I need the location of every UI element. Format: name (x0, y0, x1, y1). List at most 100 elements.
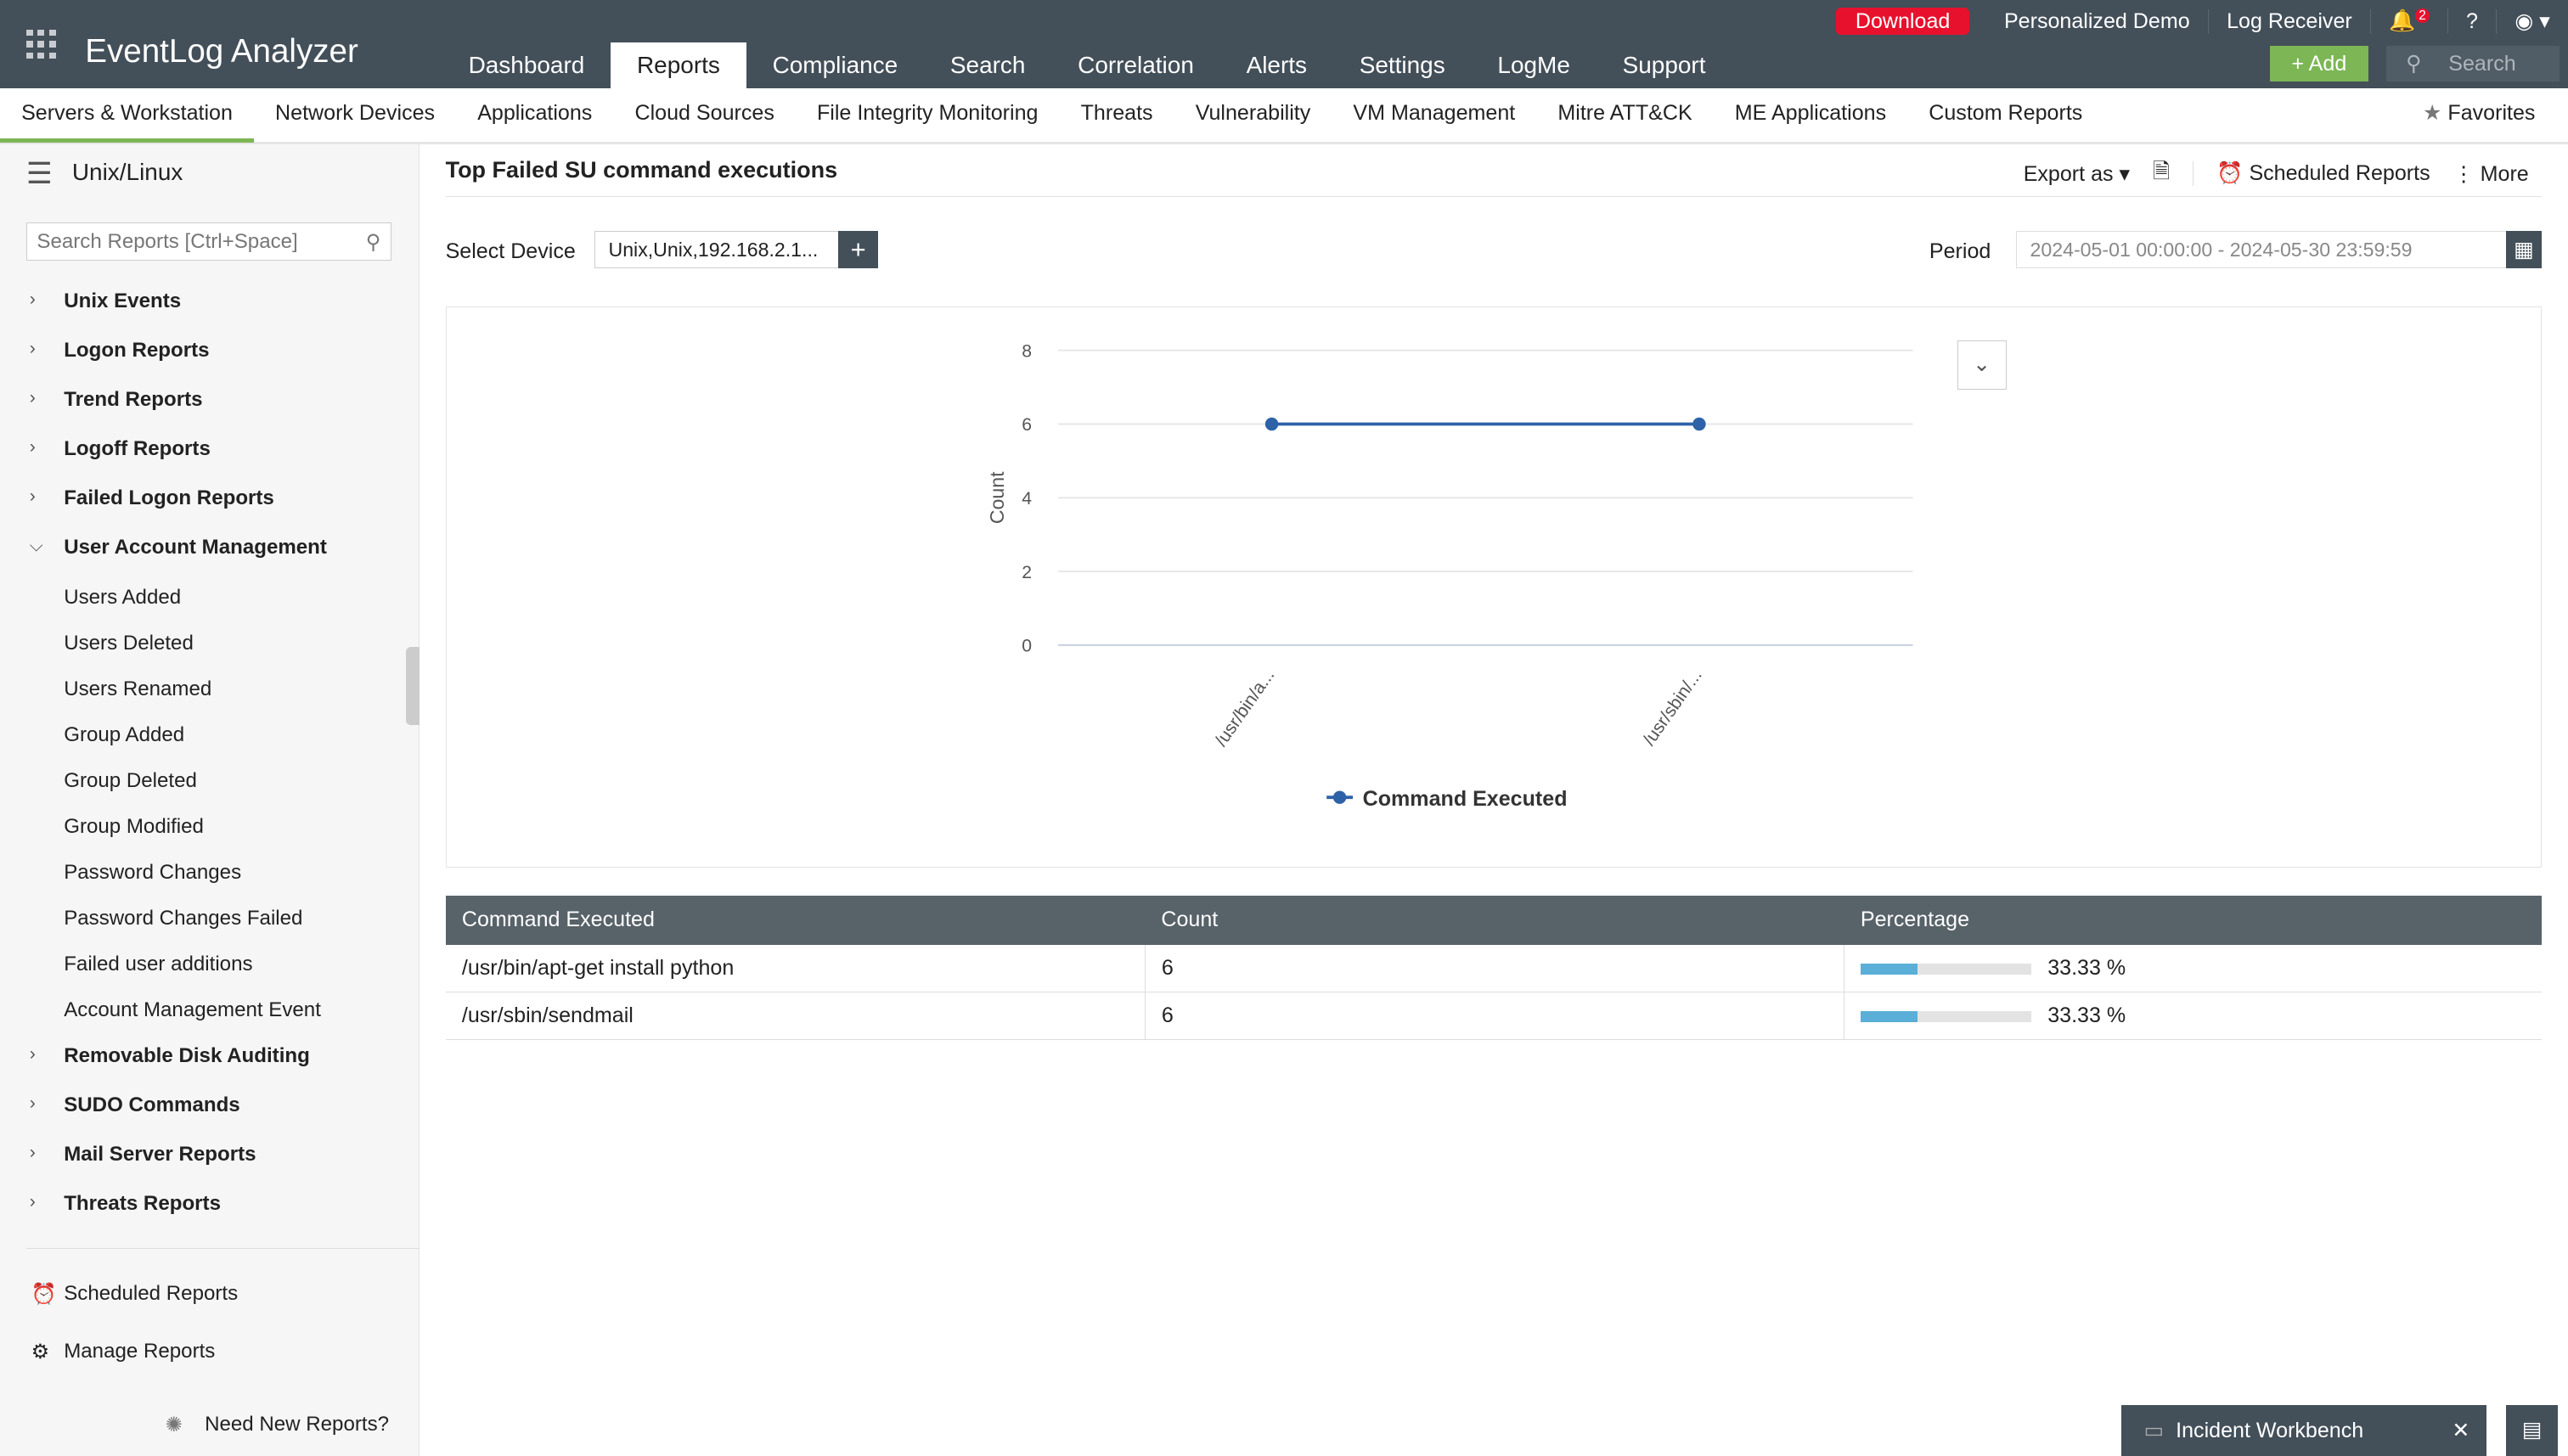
sidebar-item[interactable]: Unix Events (64, 290, 182, 313)
sidebar-title: Unix/Linux (71, 159, 183, 186)
tab-alerts[interactable]: Alerts (1246, 52, 1308, 79)
tab-dashboard[interactable]: Dashboard (468, 52, 585, 79)
favorites-button[interactable]: ★ Favorites (2402, 87, 2568, 143)
chevron-right-icon[interactable]: › (29, 1093, 36, 1114)
download-button[interactable]: Download (1835, 7, 1970, 36)
tab-search[interactable]: Search (949, 52, 1026, 79)
subnav-item[interactable]: Mitre ATT&CK (1557, 100, 1692, 125)
column-header[interactable]: Count (1145, 895, 1844, 945)
sidebar-item[interactable]: Account Management Event (64, 998, 321, 1022)
chevron-right-icon[interactable]: › (29, 1044, 36, 1065)
add-device-button[interactable]: + (838, 230, 878, 269)
tab-correlation[interactable]: Correlation (1078, 52, 1194, 79)
tab-settings[interactable]: Settings (1359, 52, 1445, 79)
global-search-input[interactable]: ⚲ Search (2385, 46, 2560, 82)
sidebar-item[interactable]: Trend Reports (64, 388, 203, 412)
log-receiver-link[interactable]: Log Receiver (2209, 8, 2371, 34)
chevron-right-icon[interactable]: › (29, 1192, 36, 1211)
label: Manage Reports (64, 1339, 216, 1363)
logo: EventLog Analyzer (85, 32, 358, 70)
chat-icon[interactable]: ▤ (2505, 1404, 2559, 1456)
percentage-bar (1861, 963, 2031, 975)
personalized-demo-link[interactable]: Personalized Demo (1986, 8, 2209, 34)
select-device-label: Select Device (445, 239, 576, 263)
subnav-item[interactable]: VM Management (1353, 100, 1516, 125)
column-header[interactable]: Percentage (1844, 895, 2543, 945)
sidebar-item[interactable]: Failed user additions (64, 953, 253, 976)
subnav-item[interactable]: Cloud Sources (634, 100, 774, 125)
sidebar-item[interactable]: SUDO Commands (64, 1093, 240, 1117)
subnav-item[interactable]: ME Applications (1734, 100, 1887, 125)
sidebar-item[interactable]: Removable Disk Auditing (64, 1044, 310, 1068)
chevron-right-icon[interactable]: › (29, 388, 36, 408)
close-icon[interactable]: ✕ (2452, 1419, 2470, 1443)
sidebar-item[interactable]: Mail Server Reports (64, 1143, 256, 1166)
subnav-item[interactable]: Custom Reports (1929, 100, 2083, 125)
subnav-item[interactable]: File Integrity Monitoring (816, 100, 1039, 125)
subnav-item[interactable]: Threats (1080, 100, 1153, 125)
export-settings-icon[interactable]: 🗎 (2153, 160, 2171, 184)
percentage-cell: 33.33 % (1844, 944, 2543, 993)
incident-workbench-bar[interactable]: ▭ Incident Workbench ✕ (2120, 1404, 2486, 1456)
export-as-dropdown[interactable]: Export as ▾ (2023, 161, 2131, 186)
device-select[interactable]: Unix,Unix,192.168.2.1... (594, 230, 841, 269)
chevron-right-icon[interactable]: › (29, 1143, 36, 1163)
sidebar-item[interactable]: Logoff Reports (64, 436, 211, 460)
tab-reports[interactable]: Reports (611, 42, 746, 89)
add-button[interactable]: + Add (2270, 46, 2368, 82)
calendar-icon[interactable]: ▦ (2505, 230, 2543, 269)
subnav-item[interactable]: Applications (477, 100, 593, 125)
main-nav: Dashboard Reports Compliance Search Correlat… (442, 42, 1732, 89)
chevron-right-icon[interactable]: › (29, 436, 36, 457)
sidebar-item[interactable]: User Account Management (64, 535, 327, 559)
sidebar-item[interactable]: Logon Reports (64, 339, 210, 363)
need-new-reports-link[interactable]: ✺ Need New Reports? (166, 1413, 389, 1436)
chevron-right-icon[interactable]: › (29, 339, 36, 359)
divider (445, 196, 2543, 197)
sidebar-collapse-handle[interactable] (406, 646, 420, 726)
chevron-right-icon[interactable]: › (29, 486, 36, 506)
favorites-label: Favorites (2447, 100, 2536, 125)
tab-logme[interactable]: LogMe (1497, 52, 1570, 79)
sidebar-item[interactable]: Password Changes (64, 861, 242, 885)
sidebar-item[interactable]: Users Renamed (64, 677, 212, 701)
sidebar-item[interactable]: Group Added (64, 723, 185, 747)
percentage-cell: 33.33 % (1844, 992, 2543, 1041)
label: Export as (2023, 161, 2114, 186)
sidebar-item[interactable]: Users Added (64, 586, 182, 610)
chevron-down-icon[interactable]: ⌵ (29, 535, 43, 555)
sidebar-item[interactable]: Failed Logon Reports (64, 486, 274, 509)
gear-icon: ⚙ (31, 1340, 50, 1363)
sidebar-item[interactable]: Group Deleted (64, 769, 197, 793)
sidebar-item[interactable]: Threats Reports (64, 1192, 221, 1215)
sub-nav: Servers & Workstation Network Devices Appl… (0, 88, 2568, 144)
tab-support[interactable]: Support (1622, 52, 1706, 79)
app-grid-icon[interactable] (25, 29, 56, 59)
sidebar-item[interactable]: Users Deleted (64, 632, 194, 655)
scheduled-reports-button[interactable]: ⏰ Scheduled Reports (2193, 161, 2430, 187)
table-row: /usr/sbin/sendmail 6 33.33 % (445, 992, 2543, 1041)
lightbulb-icon: ✺ (165, 1414, 183, 1437)
alarm-clock-icon: ⏰ (31, 1283, 57, 1307)
sidebar-item[interactable]: Group Modified (64, 815, 204, 839)
help-icon[interactable]: ? (2448, 8, 2498, 34)
chevron-right-icon[interactable]: › (29, 290, 36, 310)
column-header[interactable]: Command Executed (445, 895, 1146, 945)
hamburger-icon[interactable]: ☰ (25, 158, 53, 191)
subnav-item[interactable]: Network Devices (275, 100, 436, 125)
report-search-input[interactable]: Search Reports [Ctrl+Space] ⚲ (25, 222, 391, 261)
workbench-label: Incident Workbench (2176, 1419, 2364, 1443)
chart-options-chevron-down-icon[interactable]: ⌄ (1957, 340, 2007, 390)
report-search-placeholder: Search Reports [Ctrl+Space] (37, 229, 298, 253)
chart-panel (445, 306, 2543, 869)
notification-bell-icon[interactable]: 🔔 2 (2371, 8, 2448, 34)
tab-compliance[interactable]: Compliance (772, 52, 898, 79)
subnav-item[interactable]: Servers & Workstation (0, 87, 254, 143)
sidebar-manage-reports[interactable]: ⚙ Manage Reports (31, 1339, 216, 1363)
period-input[interactable]: 2024-05-01 00:00:00 - 2024-05-30 23:59:5… (2016, 230, 2508, 269)
user-avatar-icon[interactable]: ◉ ▾ (2514, 9, 2550, 34)
more-button[interactable]: ⋮ More (2453, 161, 2529, 186)
sidebar-scheduled-reports[interactable]: ⏰ Scheduled Reports (31, 1282, 239, 1306)
sidebar-item[interactable]: Password Changes Failed (64, 907, 303, 930)
subnav-item[interactable]: Vulnerability (1195, 100, 1311, 125)
